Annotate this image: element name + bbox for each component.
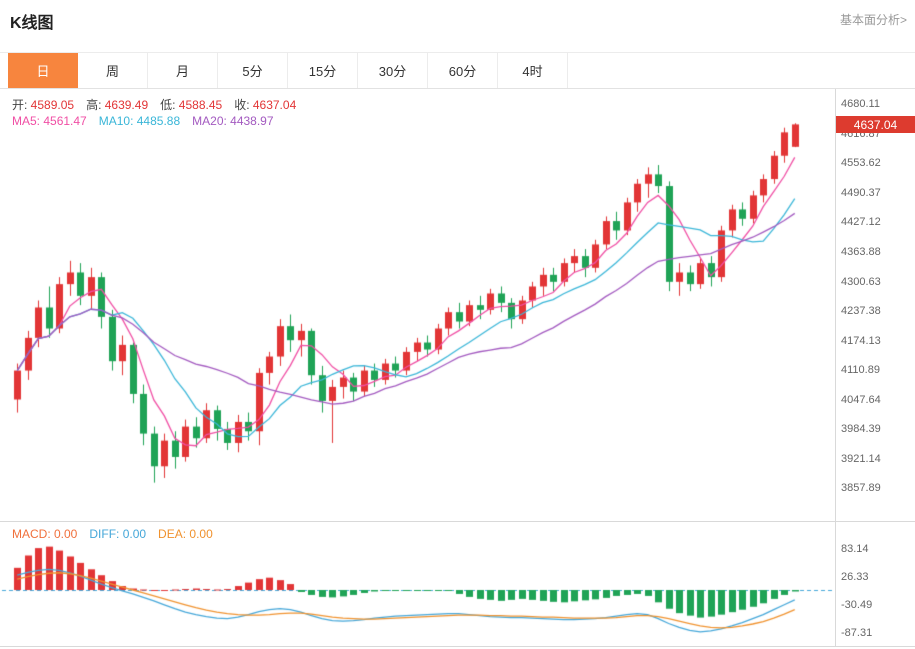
legend-item: 高: 4639.49 — [86, 98, 149, 112]
period-tab-bar: 日周月 5分 15分 30分 60分 4时 — [0, 52, 915, 89]
last-price-tag: 4637.04 — [836, 116, 915, 134]
axis-tick-label: 4174.13 — [841, 334, 881, 347]
period-tab-日[interactable]: 日 — [8, 53, 78, 88]
axis-tick-label: 4553.62 — [841, 157, 881, 170]
legend-item: 低: 4588.45 — [160, 98, 223, 112]
period-tab-4时[interactable]: 4时 — [498, 53, 568, 88]
axis-tick-label: 3984.39 — [841, 423, 881, 436]
period-tab-30分[interactable]: 30分 — [358, 53, 428, 88]
legend-item: DIFF: 0.00 — [89, 527, 147, 541]
axis-tick-label: 4363.88 — [841, 245, 881, 258]
legend-item: MA20: 4438.97 — [192, 114, 274, 128]
panel-separator-line — [0, 521, 915, 522]
legend-item: MA10: 4485.88 — [98, 114, 181, 128]
legend-item: MACD: 0.00 — [12, 527, 78, 541]
chart-bottom-border — [0, 646, 915, 647]
period-tab-周[interactable]: 周 — [78, 53, 148, 88]
axis-tick-label: 4237.38 — [841, 305, 881, 318]
page-title: K线图 — [10, 15, 54, 32]
axis-tick-label: 4300.63 — [841, 275, 881, 288]
legend-item: 开: 4589.05 — [12, 98, 75, 112]
axis-border-line — [835, 89, 836, 647]
macd-legend: MACD: 0.00 DIFF: 0.00 DEA: 0.00 — [12, 527, 225, 541]
ohlc-legend: 开: 4589.05 高: 4639.49 低: 4588.45 收: 4637.04 — [12, 96, 308, 113]
axis-tick-label: 83.14 — [841, 543, 869, 556]
period-tab-5分[interactable]: 5分 — [218, 53, 288, 88]
axis-tick-label: 26.33 — [841, 571, 869, 584]
period-tab-60分[interactable]: 60分 — [428, 53, 498, 88]
axis-tick-label: 3921.14 — [841, 452, 881, 465]
axis-tick-label: 4680.11 — [841, 98, 880, 111]
fundamental-analysis-link[interactable]: 基本面分析> — [839, 13, 907, 27]
period-tab-月[interactable]: 月 — [148, 53, 218, 88]
axis-tick-label: -30.49 — [841, 599, 873, 612]
axis-tick-label: 4427.12 — [841, 216, 881, 229]
legend-item: DEA: 0.00 — [158, 527, 213, 541]
axis-tick-label: 3857.89 — [841, 482, 881, 495]
kline-canvas[interactable] — [0, 89, 915, 649]
legend-item: MA5: 4561.47 — [12, 114, 87, 128]
ma-legend: MA5: 4561.47 MA10: 4485.88 MA20: 4438.97 — [12, 114, 286, 128]
legend-item: 收: 4637.04 — [234, 98, 297, 112]
axis-tick-label: 4047.64 — [841, 393, 881, 406]
axis-tick-label: 4110.89 — [841, 364, 880, 377]
axis-tick-label: -87.31 — [841, 627, 873, 640]
period-tab-15分[interactable]: 15分 — [288, 53, 358, 88]
axis-tick-label: 4490.37 — [841, 186, 881, 199]
